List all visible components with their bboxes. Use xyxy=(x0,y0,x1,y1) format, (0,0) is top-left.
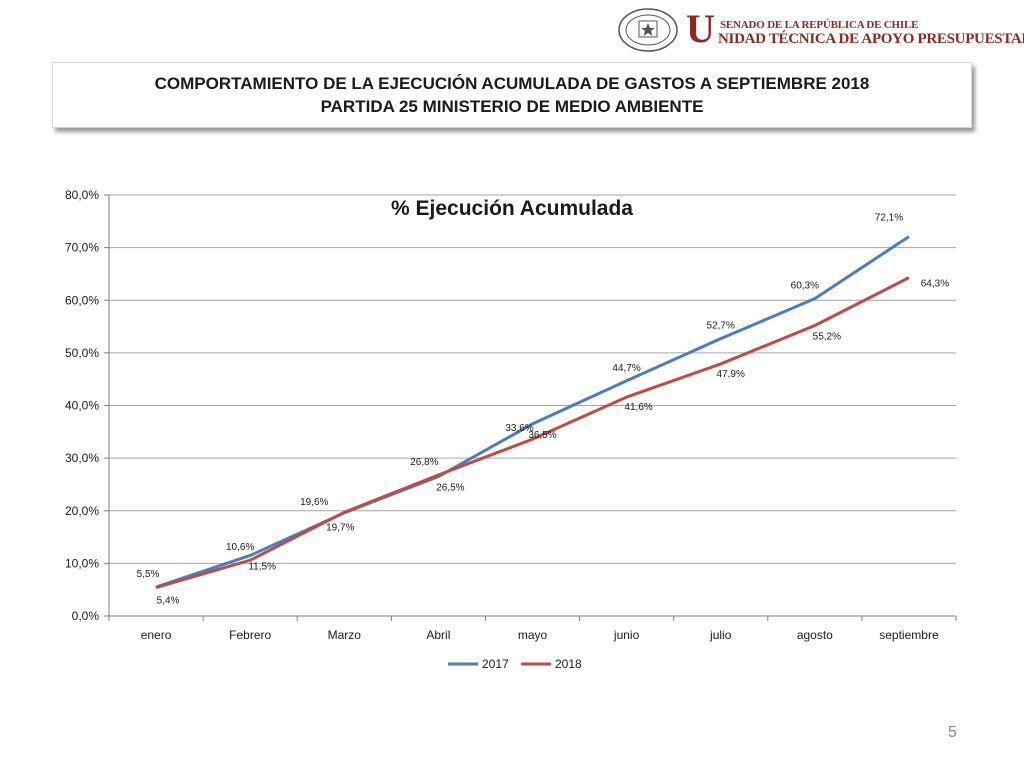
x-tick-label: Abril xyxy=(426,628,450,642)
org-unit-name: NIDAD TÉCNICA DE APOYO PRESUPUESTARIO xyxy=(718,31,1024,47)
x-tick-label: julio xyxy=(709,628,732,642)
x-tick-label: septiembre xyxy=(879,628,939,642)
data-label-2017: 60,3% xyxy=(791,281,819,292)
data-label-2018: 33,6% xyxy=(505,423,533,434)
data-label-2017: 36,5% xyxy=(528,430,556,441)
data-label-2017: 72,1% xyxy=(875,213,903,224)
slide-title-line2: PARTIDA 25 MINISTERIO DE MEDIO AMBIENTE xyxy=(320,97,704,116)
data-label-2018: 5,4% xyxy=(157,596,180,607)
data-label-2017: 52,7% xyxy=(707,321,735,332)
y-tick-label: 10,0% xyxy=(65,556,99,570)
data-label-2018: 41,6% xyxy=(624,402,652,413)
data-label-2018: 64,3% xyxy=(921,279,949,290)
data-label-2018: 19,7% xyxy=(326,522,354,533)
data-label-2017: 26,5% xyxy=(436,483,464,494)
slide-title-box: COMPORTAMIENTO DE LA EJECUCIÓN ACUMULADA… xyxy=(52,62,972,128)
x-tick-label: mayo xyxy=(518,628,548,642)
y-tick-label: 40,0% xyxy=(65,399,99,413)
legend-label-2018: 2018 xyxy=(555,657,582,671)
y-tick-label: 0,0% xyxy=(72,609,100,623)
y-tick-label: 80,0% xyxy=(65,188,99,202)
x-tick-label: Marzo xyxy=(328,628,362,642)
senate-seal-icon xyxy=(618,8,678,52)
data-label-2018: 10,6% xyxy=(226,542,254,553)
legend-label-2017: 2017 xyxy=(482,657,509,671)
data-label-2017: 44,7% xyxy=(612,363,640,374)
data-label-2018: 26,8% xyxy=(410,457,438,468)
data-label-2018: 55,2% xyxy=(813,332,841,343)
y-tick-label: 50,0% xyxy=(65,346,99,360)
y-tick-label: 20,0% xyxy=(65,504,99,518)
org-name: SENADO DE LA REPÚBLICA DE CHILE xyxy=(720,19,919,31)
x-tick-label: agosto xyxy=(797,628,833,642)
y-tick-label: 60,0% xyxy=(65,293,99,307)
chart-title: % Ejecución Acumulada xyxy=(391,197,633,220)
y-tick-label: 30,0% xyxy=(65,451,99,465)
x-tick-label: junio xyxy=(613,628,640,642)
y-tick-label: 70,0% xyxy=(65,241,99,255)
series-line-2018 xyxy=(155,276,910,590)
series-line-2017 xyxy=(155,235,910,589)
data-label-2017: 5,5% xyxy=(137,569,160,580)
x-tick-label: Febrero xyxy=(229,628,271,642)
data-label-2017: 19,6% xyxy=(300,497,328,508)
header-logo: U SENADO DE LA REPÚBLICA DE CHILE NIDAD … xyxy=(612,5,1024,57)
slide-title-line1: COMPORTAMIENTO DE LA EJECUCIÓN ACUMULADA… xyxy=(154,74,870,93)
logo-big-letter: U xyxy=(686,6,715,51)
data-label-2017: 11,5% xyxy=(248,561,276,572)
data-label-2018: 47,9% xyxy=(717,369,745,380)
page-number: 5 xyxy=(948,724,957,741)
x-tick-label: enero xyxy=(141,628,172,642)
